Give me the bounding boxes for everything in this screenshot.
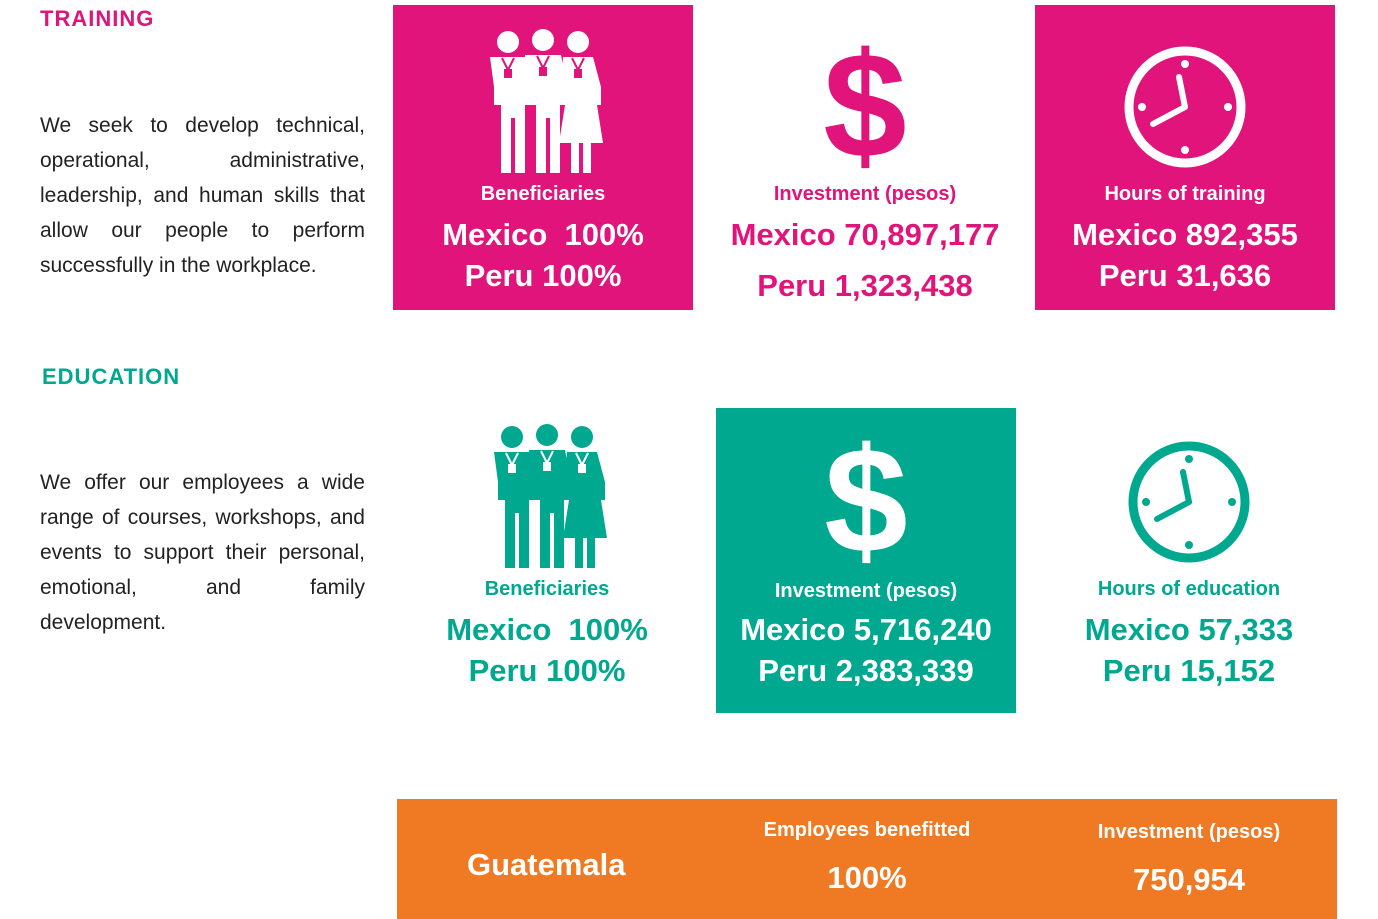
hours-mexico: Mexico 892,355 (1072, 217, 1298, 252)
beneficiaries-peru: Peru 100% (464, 258, 622, 293)
guatemala-country: Guatemala (467, 847, 626, 882)
dollar-icon: $ (715, 25, 1015, 180)
employees-value: 100% (827, 860, 907, 895)
investment-label: Investment (pesos) (773, 183, 957, 205)
clock-icon (1035, 25, 1335, 180)
beneficiaries-mexico: Mexico 100% (442, 217, 644, 252)
education-description: We offer our employees a wide range of c… (40, 471, 365, 634)
investment-value: 750,954 (1132, 862, 1246, 897)
people-icon (393, 25, 693, 180)
training-beneficiaries-tile: Beneficiaries Mexico 100% Peru 100% (393, 5, 693, 310)
hours-label: Hours of education (1097, 578, 1281, 600)
training-heading: TRAINING (40, 6, 155, 31)
education-hours-tile: Hours of education Mexico 57,333 Peru 15… (1039, 400, 1339, 705)
investment-mexico: Mexico 70,897,177 (730, 217, 1000, 252)
education-investment-tile: $ Investment (pesos) Mexico 5,716,240 Pe… (716, 408, 1016, 713)
training-investment-tile: $ Investment (pesos) Mexico 70,897,177 P… (715, 5, 1015, 310)
education-heading: EDUCATION (42, 364, 181, 389)
svg-text:$: $ (823, 25, 906, 175)
investment-label: Investment (pesos) (774, 580, 958, 602)
investment-mexico: Mexico 5,716,240 (740, 612, 992, 647)
guatemala-bar: Guatemala Employees benefitted 100% Inve… (397, 799, 1337, 919)
people-icon (397, 420, 697, 575)
investment-peru: Peru 1,323,438 (757, 268, 973, 303)
hours-mexico: Mexico 57,333 (1084, 612, 1294, 647)
dollar-icon: $ (716, 420, 1016, 575)
beneficiaries-mexico: Mexico 100% (446, 612, 648, 647)
clock-icon (1039, 420, 1339, 575)
investment-label: Investment (pesos) (1097, 821, 1281, 843)
svg-text:$: $ (824, 420, 907, 570)
training-description: We seek to develop technical, operationa… (40, 114, 365, 277)
beneficiaries-label: Beneficiaries (484, 578, 610, 600)
investment-peru: Peru 2,383,339 (758, 653, 974, 688)
guatemala-employees: Employees benefitted 100% (717, 819, 1017, 896)
hours-peru: Peru 31,636 (1098, 258, 1272, 293)
guatemala-investment: Investment (pesos) 750,954 (1039, 821, 1339, 898)
employees-label: Employees benefitted (763, 819, 971, 841)
beneficiaries-peru: Peru 100% (468, 653, 626, 688)
hours-peru: Peru 15,152 (1102, 653, 1276, 688)
training-hours-tile: Hours of training Mexico 892,355 Peru 31… (1035, 5, 1335, 310)
hours-label: Hours of training (1104, 183, 1266, 205)
beneficiaries-label: Beneficiaries (480, 183, 606, 205)
education-beneficiaries-tile: Beneficiaries Mexico 100% Peru 100% (397, 400, 697, 705)
